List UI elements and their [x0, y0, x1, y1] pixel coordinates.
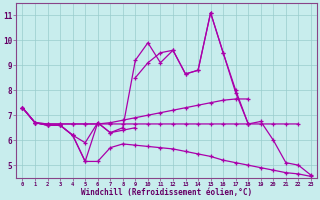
- X-axis label: Windchill (Refroidissement éolien,°C): Windchill (Refroidissement éolien,°C): [81, 188, 252, 197]
